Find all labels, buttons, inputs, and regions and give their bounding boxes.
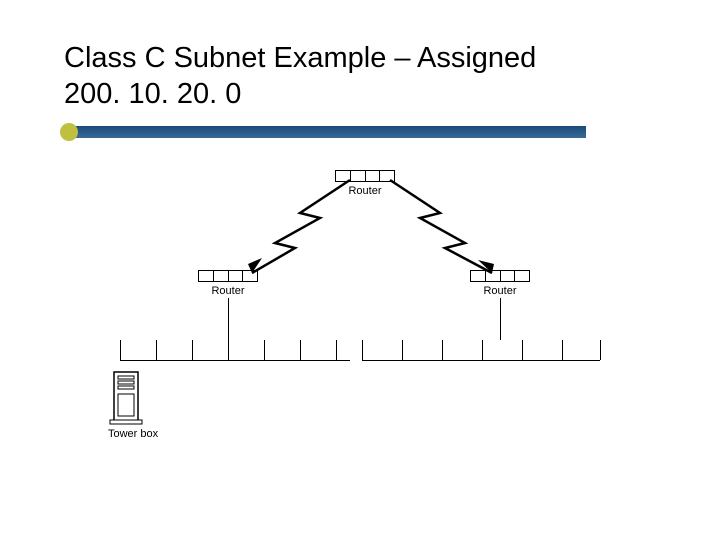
bus-tick xyxy=(156,340,157,360)
tower-box: Tower box xyxy=(108,370,158,440)
bus-tick xyxy=(192,340,193,360)
tower-icon xyxy=(108,370,148,425)
title-bullet xyxy=(60,123,78,141)
network-diagram: Router Router Router xyxy=(110,170,600,460)
bus-tick xyxy=(264,340,265,360)
bus-tick xyxy=(600,340,601,360)
bus-tick xyxy=(336,340,337,360)
bus-left xyxy=(120,360,350,361)
bus-tick xyxy=(228,340,229,360)
slide-title: Class C Subnet Example – Assigned 200. 1… xyxy=(64,40,536,112)
bus-tick xyxy=(402,340,403,360)
router-right-label: Router xyxy=(470,285,530,297)
bus-tick xyxy=(442,340,443,360)
bus-tick xyxy=(300,340,301,360)
bus-tick xyxy=(522,340,523,360)
router-left-label: Router xyxy=(198,285,258,297)
link-left-lightning xyxy=(240,178,370,278)
title-line1: Class C Subnet Example – Assigned xyxy=(64,40,536,76)
bus-tick xyxy=(120,340,121,360)
drop-right xyxy=(500,298,501,340)
bus-tick xyxy=(562,340,563,360)
drop-left xyxy=(228,298,229,340)
tower-label: Tower box xyxy=(108,428,158,440)
title-line2: 200. 10. 20. 0 xyxy=(64,76,536,112)
title-underline xyxy=(64,126,586,138)
bus-right xyxy=(362,360,600,361)
bus-tick xyxy=(482,340,483,360)
link-right-lightning xyxy=(380,178,510,278)
bus-tick xyxy=(362,340,363,360)
